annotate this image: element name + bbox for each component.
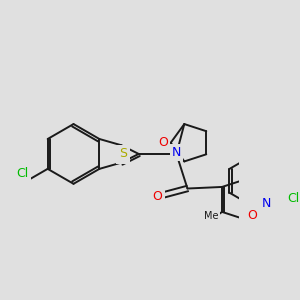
Text: S: S	[119, 147, 127, 160]
Text: N: N	[262, 197, 272, 210]
Text: N: N	[172, 146, 181, 159]
Text: Me: Me	[204, 212, 218, 221]
Text: O: O	[153, 190, 163, 203]
Text: O: O	[158, 136, 168, 149]
Text: Cl: Cl	[16, 167, 28, 180]
Text: N: N	[118, 149, 128, 162]
Text: O: O	[247, 209, 257, 222]
Text: Cl: Cl	[287, 192, 299, 206]
